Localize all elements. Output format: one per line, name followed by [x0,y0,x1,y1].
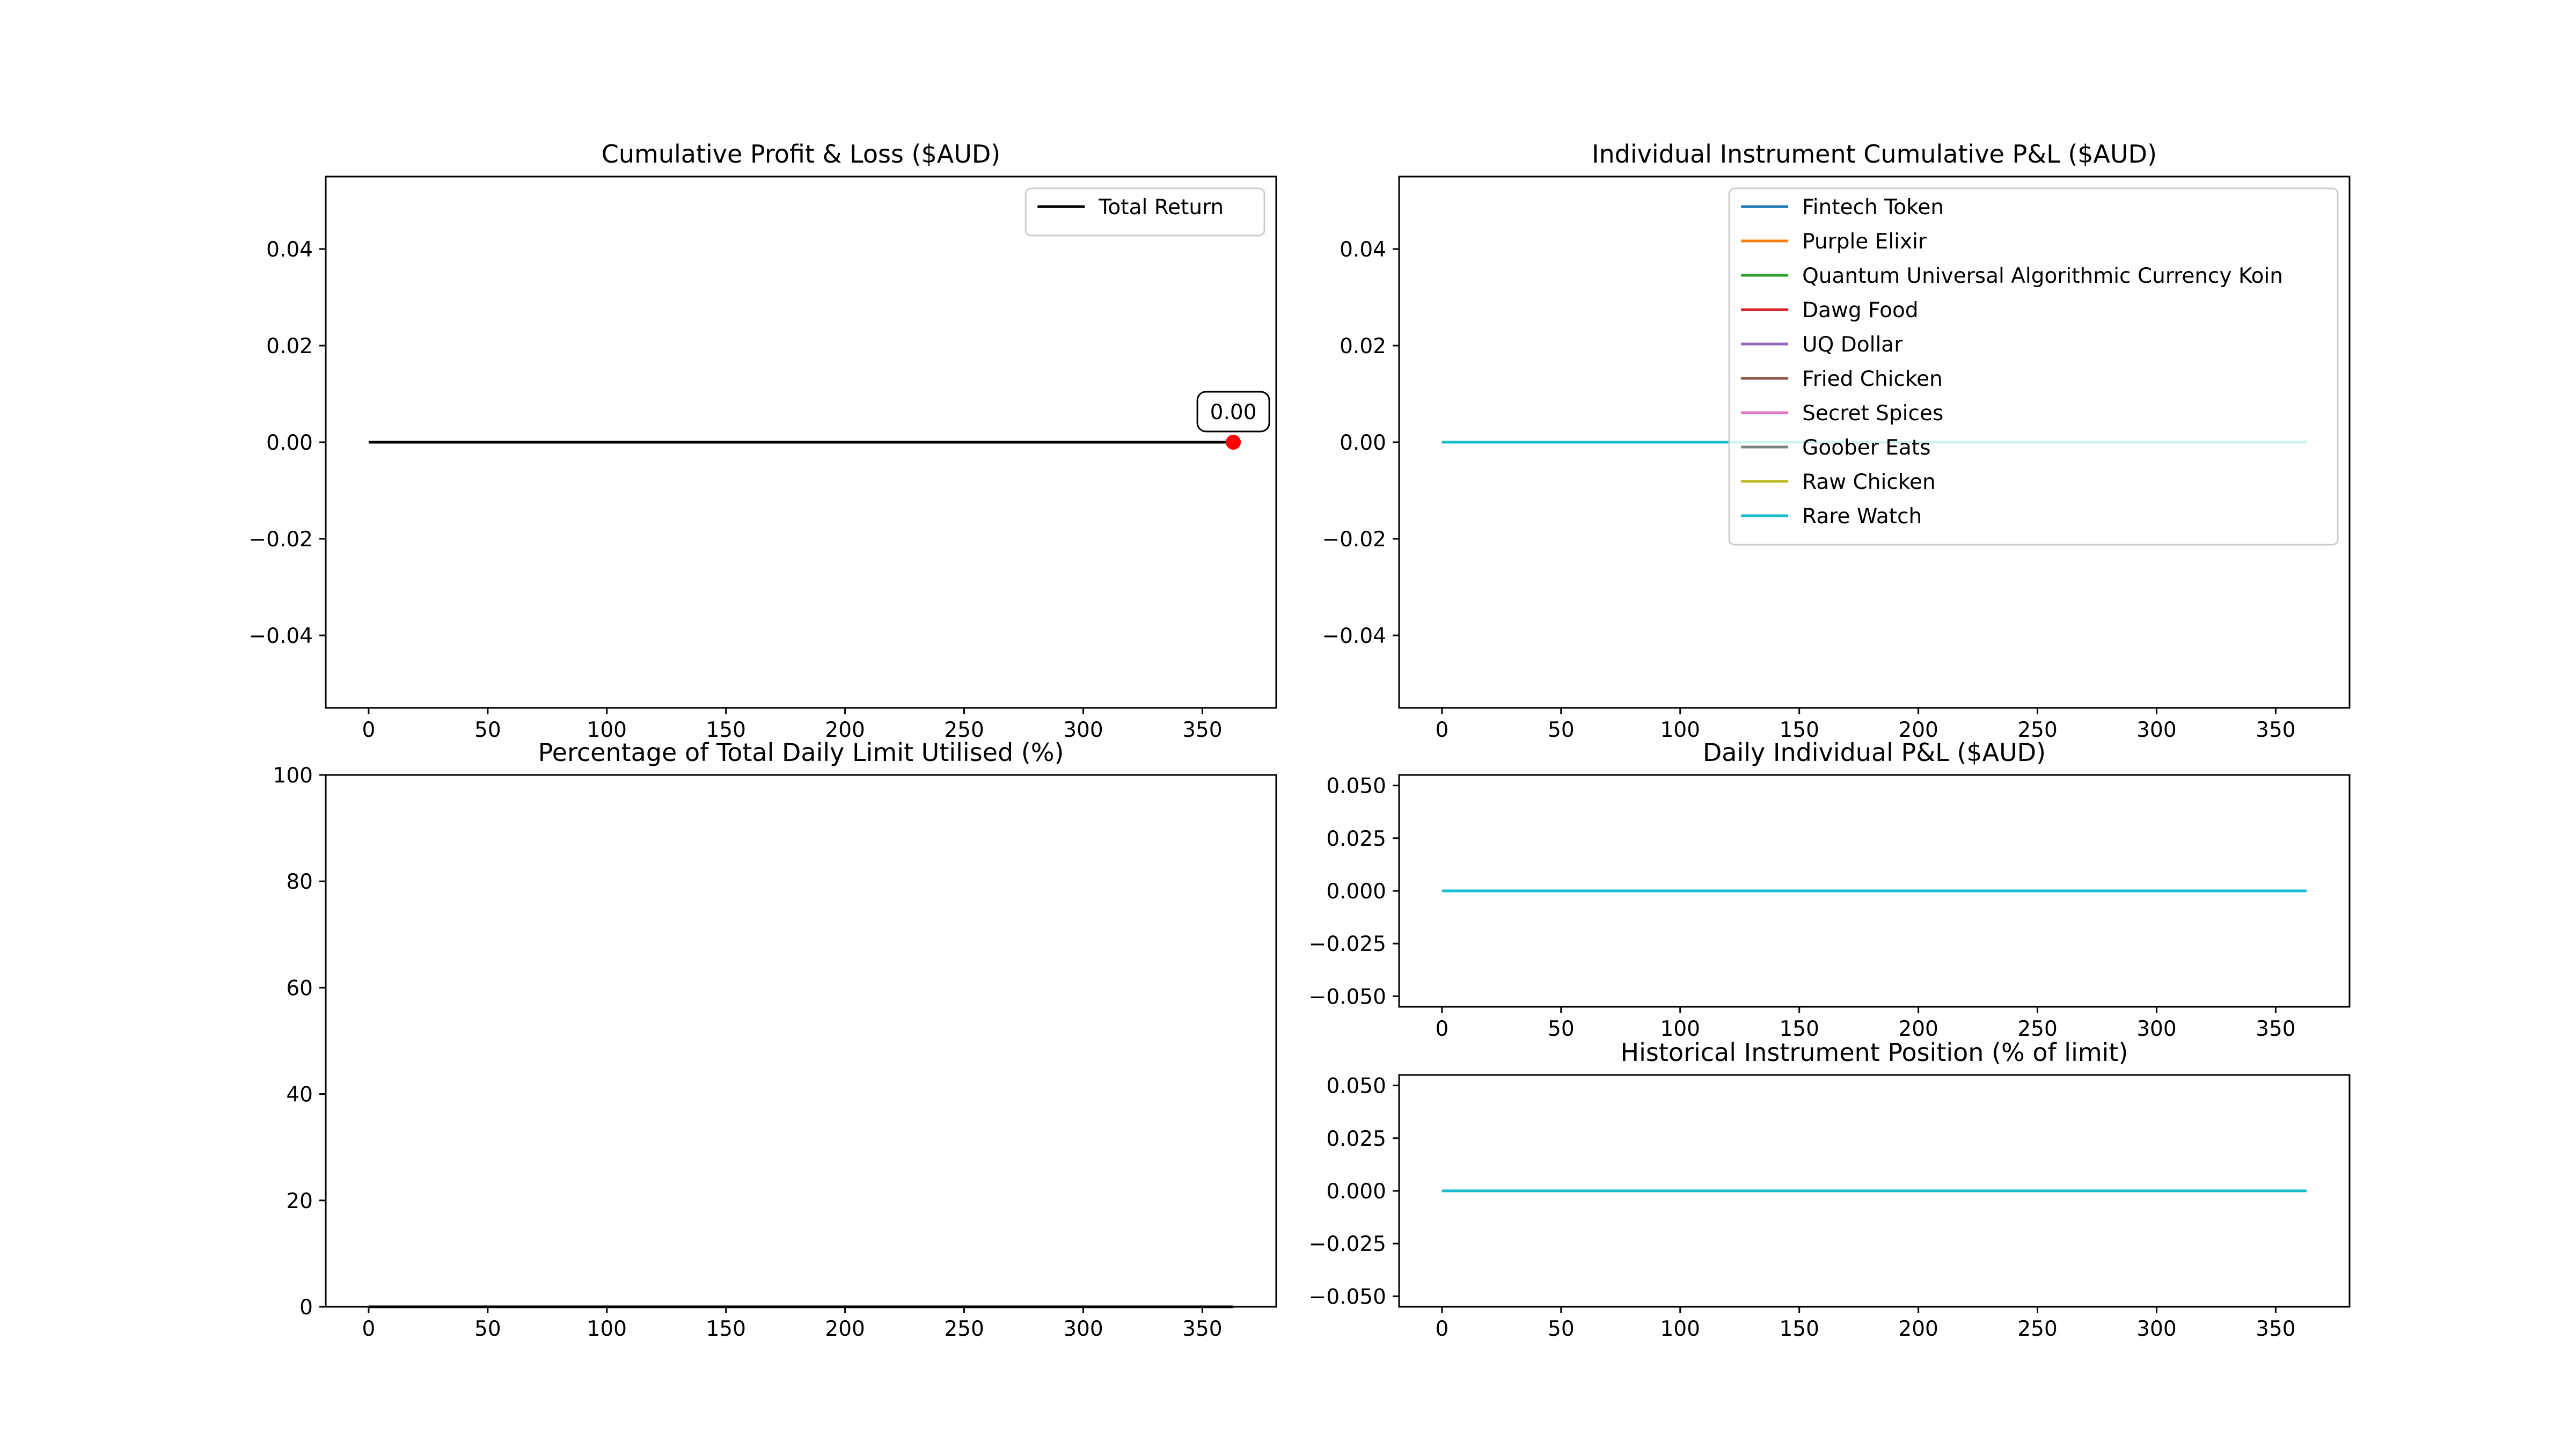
y-tick-label: 0.025 [1326,1127,1386,1151]
x-tick-label: 300 [1063,718,1103,742]
x-tick-label: 100 [1660,718,1700,742]
chart-title: Individual Instrument Cumulative P&L ($A… [1592,140,2157,169]
x-tick-label: 150 [1779,1317,1819,1341]
x-tick-label: 300 [1063,1317,1103,1341]
x-tick-label: 300 [2136,1317,2176,1341]
y-tick-label: −0.050 [1309,985,1386,1009]
x-tick-label: 350 [2256,1317,2295,1341]
y-tick-label: −0.02 [1322,528,1386,552]
y-tick-label: 40 [286,1083,313,1107]
legend-label: UQ Dollar [1802,333,1903,357]
y-tick-label: −0.050 [1309,1285,1386,1309]
x-tick-label: 250 [944,1317,984,1341]
y-tick-label: 0.00 [1340,431,1386,455]
x-tick-label: 300 [2136,1017,2176,1041]
chart-title: Daily Individual P&L ($AUD) [1703,738,2046,767]
y-tick-label: 0.04 [266,238,313,262]
legend-label: Dawg Food [1802,298,1919,323]
y-tick-label: −0.04 [248,624,313,648]
y-tick-label: 80 [286,870,313,894]
y-tick-label: 0.02 [1340,334,1386,358]
x-tick-label: 150 [706,1317,745,1341]
x-tick-label: 50 [1548,718,1575,742]
x-tick-label: 350 [1182,718,1222,742]
legend-label: Fintech Token [1802,195,1944,219]
y-tick-label: 20 [286,1189,313,1213]
y-tick-label: −0.025 [1309,1232,1386,1256]
chart-title: Historical Instrument Position (% of lim… [1621,1038,2128,1067]
x-tick-label: 200 [1898,718,1938,742]
x-tick-label: 0 [362,718,375,742]
y-tick-label: 60 [286,976,313,1000]
x-tick-label: 250 [2017,718,2057,742]
legend-label: Secret Spices [1802,401,1943,426]
y-tick-label: 0.000 [1326,1180,1386,1204]
y-tick-label: −0.02 [248,528,313,552]
legend-frame [1728,187,2339,546]
x-tick-label: 150 [1779,718,1819,742]
x-tick-label: 350 [2256,1017,2295,1041]
legend-label: Fried Chicken [1802,367,1943,391]
x-tick-label: 50 [474,718,501,742]
chart-indiv: Individual Instrument Cumulative P&L ($A… [1322,140,2351,742]
chart-hist: Historical Instrument Position (% of lim… [1309,1038,2351,1341]
chart-daily: Daily Individual P&L ($AUD) 0 50 100 150 200 2… [1309,738,2351,1041]
chart-title: Cumulative Profit & Loss ($AUD) [602,140,1001,169]
x-tick-label: 100 [587,718,627,742]
y-tick-label: 0.02 [266,334,313,358]
x-tick-label: 50 [1548,1017,1575,1041]
legend-frame [1024,187,1265,237]
x-tick-label: 0 [1435,718,1448,742]
legend-label: Purple Elixir [1802,230,1927,254]
legend-label: Goober Eats [1802,436,1930,460]
x-tick-label: 250 [2017,1017,2057,1041]
chart-title: Percentage of Total Daily Limit Utilised… [538,738,1064,767]
y-tick-label: 0.025 [1326,827,1386,851]
x-tick-label: 250 [944,718,984,742]
x-tick-label: 0 [1435,1017,1448,1041]
x-tick-label: 300 [2136,718,2176,742]
y-tick-label: −0.025 [1309,932,1386,956]
y-tick-label: 100 [273,764,313,788]
legend: Fintech Token Purple Elixir Quantum Univer… [1728,187,2339,546]
legend-label: Raw Chicken [1802,470,1936,494]
y-tick-label: 0 [299,1296,313,1320]
x-tick-label: 0 [1435,1317,1448,1341]
x-tick-label: 350 [2256,718,2295,742]
y-tick-label: 0.000 [1326,880,1386,904]
legend-label: Rare Watch [1802,504,1922,529]
chart-pct: Percentage of Total Daily Limit Utilised… [273,738,1277,1341]
x-tick-label: 150 [706,718,745,742]
x-tick-label: 0 [362,1317,375,1341]
x-tick-label: 250 [2017,1317,2057,1341]
x-tick-label: 150 [1779,1017,1819,1041]
axes-frame [325,774,1277,1308]
x-tick-label: 200 [825,1317,865,1341]
legend: Total Return [1024,187,1265,237]
annotation-label: 0.00 [1210,400,1257,425]
x-tick-label: 100 [587,1317,627,1341]
y-tick-label: 0.050 [1326,774,1386,799]
annotation-box [1196,391,1270,433]
legend-label: Quantum Universal Algorithmic Currency K… [1802,264,2283,288]
y-tick-label: 0.04 [1340,238,1386,262]
x-tick-label: 100 [1660,1317,1700,1341]
x-tick-label: 200 [1898,1017,1938,1041]
x-tick-label: 350 [1182,1317,1222,1341]
x-tick-label: 200 [1898,1317,1938,1341]
x-tick-label: 50 [474,1317,501,1341]
y-tick-label: 0.050 [1326,1074,1386,1099]
x-tick-label: 50 [1548,1317,1575,1341]
legend-label: Total Return [1098,195,1224,219]
x-tick-label: 200 [825,718,865,742]
y-tick-label: −0.04 [1322,624,1386,648]
chart-cum: Cumulative Profit & Loss ($AUD) 0.00 0 50 10… [248,140,1277,742]
y-tick-label: 0.00 [266,431,313,455]
x-tick-label: 100 [1660,1017,1700,1041]
endpoint-marker [1226,435,1241,450]
